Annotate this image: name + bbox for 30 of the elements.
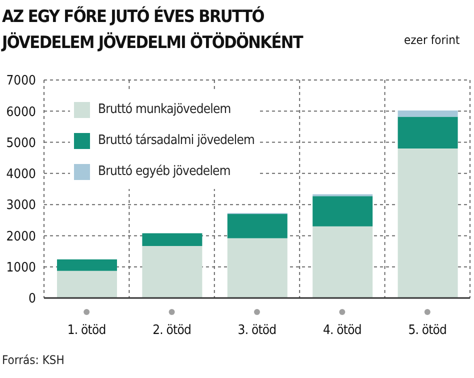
bar [398,148,458,298]
x-tick-label: 4. ötöd [323,323,362,338]
y-tick-label: 2000 [6,229,36,244]
legend-label: Bruttó egyéb jövedelem [97,163,232,181]
bar [142,246,202,298]
y-tick-label: 0 [28,292,36,307]
y-tick-label: 6000 [6,104,36,120]
y-tick-label: 4000 [6,167,36,182]
chart-title: AZ EGY FŐRE JUTÓ ÉVES BRUTTÓ JÖVEDELEM JÖVEDELMI ÖTÖDÖNKÉNT [2,5,303,55]
y-axis-title: ezer forint [404,33,460,47]
bar [312,226,373,298]
bar [57,270,117,298]
bar [227,238,288,298]
bar [398,116,458,149]
bar [142,233,202,246]
x-tick-label: 1. ötöd [67,323,106,338]
bar [57,259,117,271]
bar [312,196,373,226]
y-tick-label: 5000 [6,136,36,151]
y-tick-label: 1000 [6,260,36,276]
x-tick-label: 2. ötöd [152,323,191,338]
x-tick-label: 3. ötöd [238,323,276,338]
legend-label: Bruttó munkajövedelem [97,101,232,119]
bar [227,214,288,238]
y-tick-label: 3000 [6,198,36,214]
legend-label: Bruttó társadalmi jövedelem [97,132,254,150]
text: Forrás: KSH [2,353,64,367]
x-tick-label: 5. ötöd [408,323,447,338]
bar [398,110,458,117]
y-tick-label: 7000 [6,74,36,89]
